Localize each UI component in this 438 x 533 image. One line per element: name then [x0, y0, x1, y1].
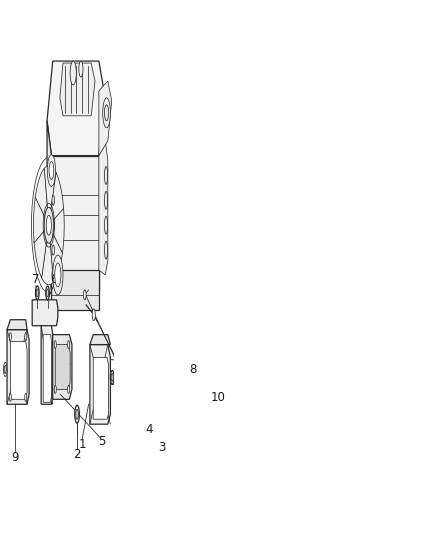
- Circle shape: [46, 215, 51, 235]
- Polygon shape: [99, 81, 112, 156]
- Text: 5: 5: [98, 434, 105, 448]
- Circle shape: [52, 220, 54, 230]
- Polygon shape: [34, 230, 47, 278]
- Polygon shape: [33, 197, 45, 243]
- Text: 9: 9: [12, 450, 19, 464]
- Circle shape: [70, 61, 76, 85]
- Circle shape: [53, 255, 63, 295]
- Circle shape: [52, 166, 54, 175]
- Circle shape: [75, 405, 79, 423]
- Polygon shape: [90, 345, 110, 424]
- Circle shape: [46, 289, 49, 297]
- Circle shape: [54, 341, 57, 349]
- Polygon shape: [47, 121, 51, 290]
- Circle shape: [92, 309, 95, 321]
- Polygon shape: [51, 270, 99, 310]
- Circle shape: [84, 290, 86, 300]
- Polygon shape: [53, 335, 72, 399]
- Circle shape: [52, 196, 54, 205]
- Polygon shape: [42, 241, 53, 285]
- Circle shape: [110, 370, 114, 384]
- Polygon shape: [7, 330, 29, 404]
- Text: 2: 2: [73, 448, 81, 461]
- Circle shape: [25, 333, 27, 341]
- Polygon shape: [47, 61, 104, 156]
- Polygon shape: [90, 335, 110, 345]
- Circle shape: [105, 105, 109, 121]
- Text: 8: 8: [189, 363, 196, 376]
- Circle shape: [55, 263, 61, 287]
- Circle shape: [54, 385, 57, 393]
- Circle shape: [67, 341, 70, 349]
- Circle shape: [67, 385, 70, 393]
- Circle shape: [4, 366, 6, 374]
- Circle shape: [46, 286, 49, 300]
- Circle shape: [103, 98, 110, 128]
- Circle shape: [25, 393, 27, 401]
- Polygon shape: [50, 233, 63, 282]
- Text: 3: 3: [158, 441, 166, 454]
- Polygon shape: [44, 166, 56, 209]
- Circle shape: [36, 289, 39, 297]
- Circle shape: [49, 161, 54, 180]
- Polygon shape: [32, 300, 58, 326]
- Circle shape: [4, 362, 7, 376]
- Text: 10: 10: [211, 391, 226, 404]
- Circle shape: [111, 374, 113, 382]
- Circle shape: [35, 286, 39, 300]
- Circle shape: [52, 245, 54, 255]
- Circle shape: [79, 61, 83, 77]
- Text: 1: 1: [78, 438, 86, 450]
- Circle shape: [32, 158, 66, 293]
- Polygon shape: [41, 325, 53, 404]
- Polygon shape: [99, 141, 108, 275]
- Circle shape: [9, 333, 11, 341]
- Polygon shape: [93, 358, 109, 419]
- Text: 7: 7: [32, 273, 40, 286]
- Polygon shape: [7, 320, 27, 330]
- Text: 6: 6: [50, 273, 58, 286]
- Text: 4: 4: [145, 423, 153, 435]
- Circle shape: [44, 207, 53, 243]
- Polygon shape: [51, 172, 64, 220]
- Circle shape: [9, 393, 11, 401]
- Circle shape: [52, 270, 54, 280]
- Polygon shape: [11, 342, 27, 399]
- Circle shape: [76, 409, 78, 419]
- Polygon shape: [51, 156, 99, 290]
- Polygon shape: [35, 168, 48, 217]
- Polygon shape: [55, 345, 70, 389]
- Polygon shape: [43, 335, 51, 402]
- Circle shape: [47, 155, 56, 187]
- Polygon shape: [53, 207, 64, 254]
- Polygon shape: [60, 63, 95, 116]
